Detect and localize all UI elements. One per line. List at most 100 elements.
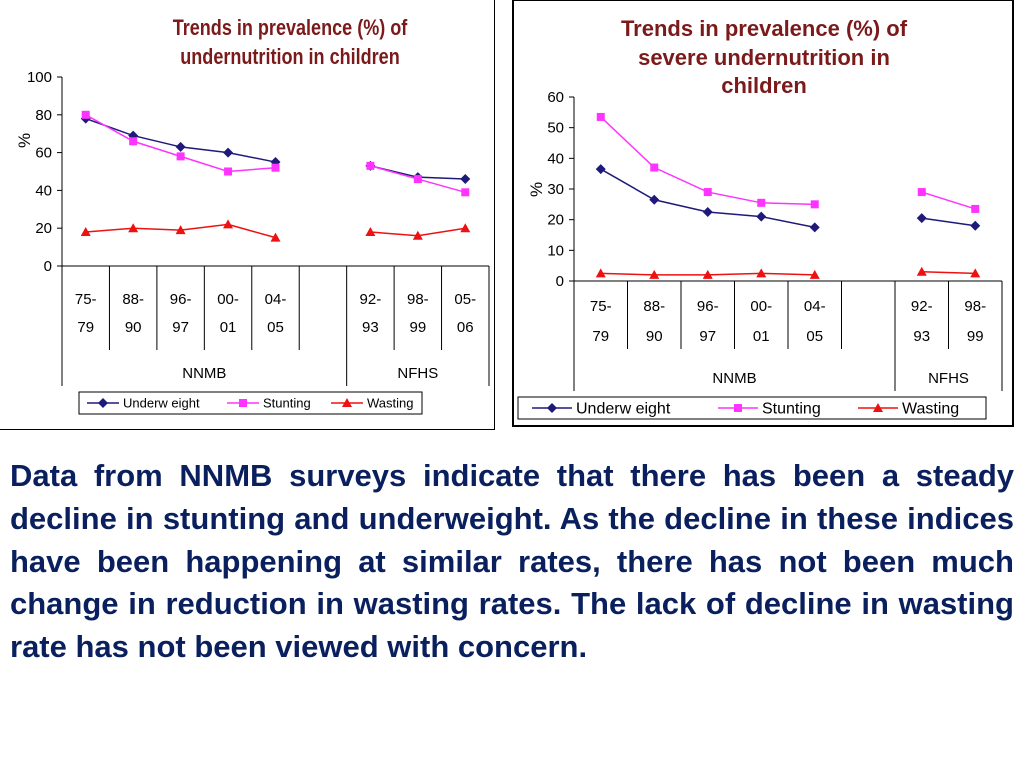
- data-point-diamond: [970, 220, 981, 231]
- data-point-triangle: [916, 266, 927, 276]
- y-tick-label: 40: [35, 182, 52, 199]
- data-point-square: [129, 137, 138, 146]
- y-tick-label: 30: [547, 181, 564, 198]
- data-point-triangle: [342, 398, 352, 407]
- data-point-square: [461, 188, 470, 197]
- x-tick-label: 92-: [360, 291, 382, 308]
- data-point-square: [734, 404, 742, 412]
- x-tick-label: 75-: [590, 298, 612, 315]
- chart-title-line-2: undernutrition in children: [180, 43, 400, 69]
- y-tick-label: 20: [35, 220, 52, 237]
- x-tick-label: 97: [699, 328, 716, 345]
- y-axis-label: %: [527, 182, 546, 197]
- data-point-triangle: [756, 268, 767, 278]
- data-point-diamond: [595, 164, 606, 175]
- x-tick-label: 88-: [643, 298, 665, 315]
- chart-title-line-2: severe undernutrition in: [638, 44, 890, 70]
- y-tick-label: 40: [547, 150, 564, 167]
- data-point-square: [366, 161, 375, 170]
- data-point-triangle: [702, 269, 713, 279]
- x-tick-label: 98-: [407, 291, 429, 308]
- data-point-square: [917, 188, 926, 197]
- chart-title-line-1: Trends in prevalence (%) of: [172, 15, 408, 40]
- y-tick-label: 0: [44, 258, 52, 275]
- y-tick-label: 0: [556, 273, 564, 290]
- chart-title-line-1: Trends in prevalence (%) of: [620, 16, 908, 41]
- data-point-triangle: [649, 269, 660, 279]
- x-tick-label: 01: [753, 328, 770, 345]
- data-point-triangle: [595, 268, 606, 278]
- y-tick-label: 10: [547, 242, 564, 259]
- data-point-square: [703, 188, 712, 197]
- legend-label: Underw eight: [123, 396, 200, 411]
- x-tick-label: 99: [409, 319, 426, 336]
- x-tick-label: 98-: [964, 298, 986, 315]
- x-tick-label: 00-: [217, 291, 239, 308]
- data-point-square: [971, 204, 980, 213]
- x-tick-label: 92-: [911, 298, 933, 315]
- x-group-label: NNMB: [712, 370, 756, 387]
- data-point-triangle: [80, 226, 91, 236]
- data-point-square: [413, 175, 422, 184]
- data-point-triangle: [365, 226, 376, 236]
- data-point-triangle: [128, 223, 139, 233]
- chart-title-line-3: children: [721, 73, 807, 99]
- chart-title: Trends in prevalence (%) of undernutriti…: [142, 14, 437, 71]
- chart-title: Trends in prevalence (%) of severe under…: [554, 15, 974, 101]
- x-tick-label: 04-: [804, 298, 826, 315]
- data-point-triangle: [809, 269, 820, 279]
- x-tick-label: 79: [77, 319, 94, 336]
- chart-plot-undernutrition: 0 20 40 60 80 100% 75- 79 88- 90 96- 97 00- 01 04- 05 92…: [15, 69, 490, 415]
- x-tick-label: 90: [646, 328, 663, 345]
- data-point-square: [239, 399, 247, 407]
- x-tick-label: 90: [125, 319, 142, 336]
- data-point-diamond: [175, 141, 186, 152]
- x-tick-label: 75-: [75, 291, 97, 308]
- x-tick-label: 93: [362, 319, 379, 336]
- data-point-diamond: [460, 174, 471, 185]
- data-point-diamond: [98, 398, 108, 408]
- y-tick-label: 60: [547, 89, 564, 106]
- legend-label: Underw eight: [576, 401, 671, 418]
- legend-label: Wasting: [902, 401, 959, 418]
- x-tick-label: 93: [913, 328, 930, 345]
- data-point-triangle: [873, 403, 883, 412]
- data-point-square: [650, 163, 659, 172]
- x-tick-label: 99: [967, 328, 984, 345]
- legend-label: Stunting: [263, 396, 311, 411]
- data-point-square: [757, 198, 766, 207]
- y-tick-label: 60: [35, 145, 52, 162]
- data-point-triangle: [270, 232, 281, 242]
- data-point-triangle: [460, 223, 471, 233]
- series-line-underweight: [921, 217, 976, 227]
- data-point-square: [271, 163, 280, 172]
- legend-label: Stunting: [762, 401, 821, 418]
- data-point-diamond: [916, 213, 927, 224]
- y-tick-label: 80: [35, 107, 52, 124]
- chart-undernutrition: Trends in prevalence (%) of undernutriti…: [0, 0, 495, 430]
- body-paragraph: Data from NNMB surveys indicate that the…: [10, 458, 1014, 665]
- x-tick-label: 01: [220, 319, 237, 336]
- x-tick-label: 05-: [454, 291, 476, 308]
- legend-label: Wasting: [367, 396, 413, 411]
- data-point-square: [176, 152, 185, 161]
- y-tick-label: 20: [547, 212, 564, 229]
- x-tick-label: 96-: [170, 291, 192, 308]
- data-point-triangle: [970, 268, 981, 278]
- data-point-square: [224, 167, 233, 176]
- y-axis-label: %: [15, 133, 34, 148]
- data-point-diamond: [649, 194, 660, 205]
- chart-severe-undernutrition: Trends in prevalence (%) of severe under…: [512, 0, 1014, 427]
- x-group-label: NFHS: [397, 365, 438, 382]
- data-point-diamond: [756, 211, 767, 222]
- x-tick-label: 79: [592, 328, 609, 345]
- data-point-triangle: [223, 219, 234, 229]
- data-point-square: [596, 112, 605, 121]
- x-tick-label: 04-: [265, 291, 287, 308]
- data-point-diamond: [702, 207, 713, 217]
- series-line-underweight: [600, 168, 815, 229]
- x-tick-label: 97: [172, 319, 189, 336]
- data-point-triangle: [412, 230, 423, 240]
- data-point-square: [810, 200, 819, 209]
- chart-plot-severe-undernutrition: 0 10 20 30 40 50 60% 75- 79 88- 90 96- 97 00- 01 04- 05 9…: [517, 89, 1003, 420]
